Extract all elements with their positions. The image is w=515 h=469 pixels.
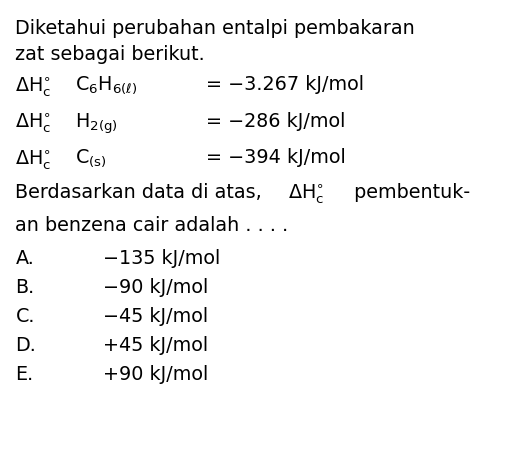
Text: D.: D. xyxy=(15,336,37,355)
Text: C.: C. xyxy=(15,307,35,326)
Text: = −286 kJ/mol: = −286 kJ/mol xyxy=(206,112,346,131)
Text: zat sebagai berikut.: zat sebagai berikut. xyxy=(15,45,205,64)
Text: $\mathsf{H_{2(g)}}$: $\mathsf{H_{2(g)}}$ xyxy=(75,112,117,136)
Text: A.: A. xyxy=(15,249,35,268)
Text: +90 kJ/mol: +90 kJ/mol xyxy=(103,365,208,384)
Text: = −394 kJ/mol: = −394 kJ/mol xyxy=(206,148,346,167)
Text: $\mathsf{C_6H_{6(\ell)}}$: $\mathsf{C_6H_{6(\ell)}}$ xyxy=(75,75,137,96)
Text: $\mathsf{\Delta H_c^{\circ}}$: $\mathsf{\Delta H_c^{\circ}}$ xyxy=(15,148,52,172)
Text: −45 kJ/mol: −45 kJ/mol xyxy=(103,307,208,326)
Text: B.: B. xyxy=(15,278,35,297)
Text: −90 kJ/mol: −90 kJ/mol xyxy=(103,278,208,297)
Text: $\mathsf{\Delta H_c^{\circ}}$: $\mathsf{\Delta H_c^{\circ}}$ xyxy=(15,75,52,98)
Text: +45 kJ/mol: +45 kJ/mol xyxy=(103,336,208,355)
Text: Berdasarkan data di atas,: Berdasarkan data di atas, xyxy=(15,183,268,202)
Text: an benzena cair adalah . . . .: an benzena cair adalah . . . . xyxy=(15,216,289,235)
Text: −135 kJ/mol: −135 kJ/mol xyxy=(103,249,220,268)
Text: $\mathsf{C_{(s)}}$: $\mathsf{C_{(s)}}$ xyxy=(75,148,107,169)
Text: $\mathsf{\Delta H_c^{\circ}}$: $\mathsf{\Delta H_c^{\circ}}$ xyxy=(15,112,52,135)
Text: E.: E. xyxy=(15,365,33,384)
Text: pembentuk-: pembentuk- xyxy=(348,183,470,202)
Text: Diketahui perubahan entalpi pembakaran: Diketahui perubahan entalpi pembakaran xyxy=(15,19,415,38)
Text: = −3.267 kJ/mol: = −3.267 kJ/mol xyxy=(206,75,364,94)
Text: $\mathsf{\Delta H_c^{\circ}}$: $\mathsf{\Delta H_c^{\circ}}$ xyxy=(288,183,324,206)
